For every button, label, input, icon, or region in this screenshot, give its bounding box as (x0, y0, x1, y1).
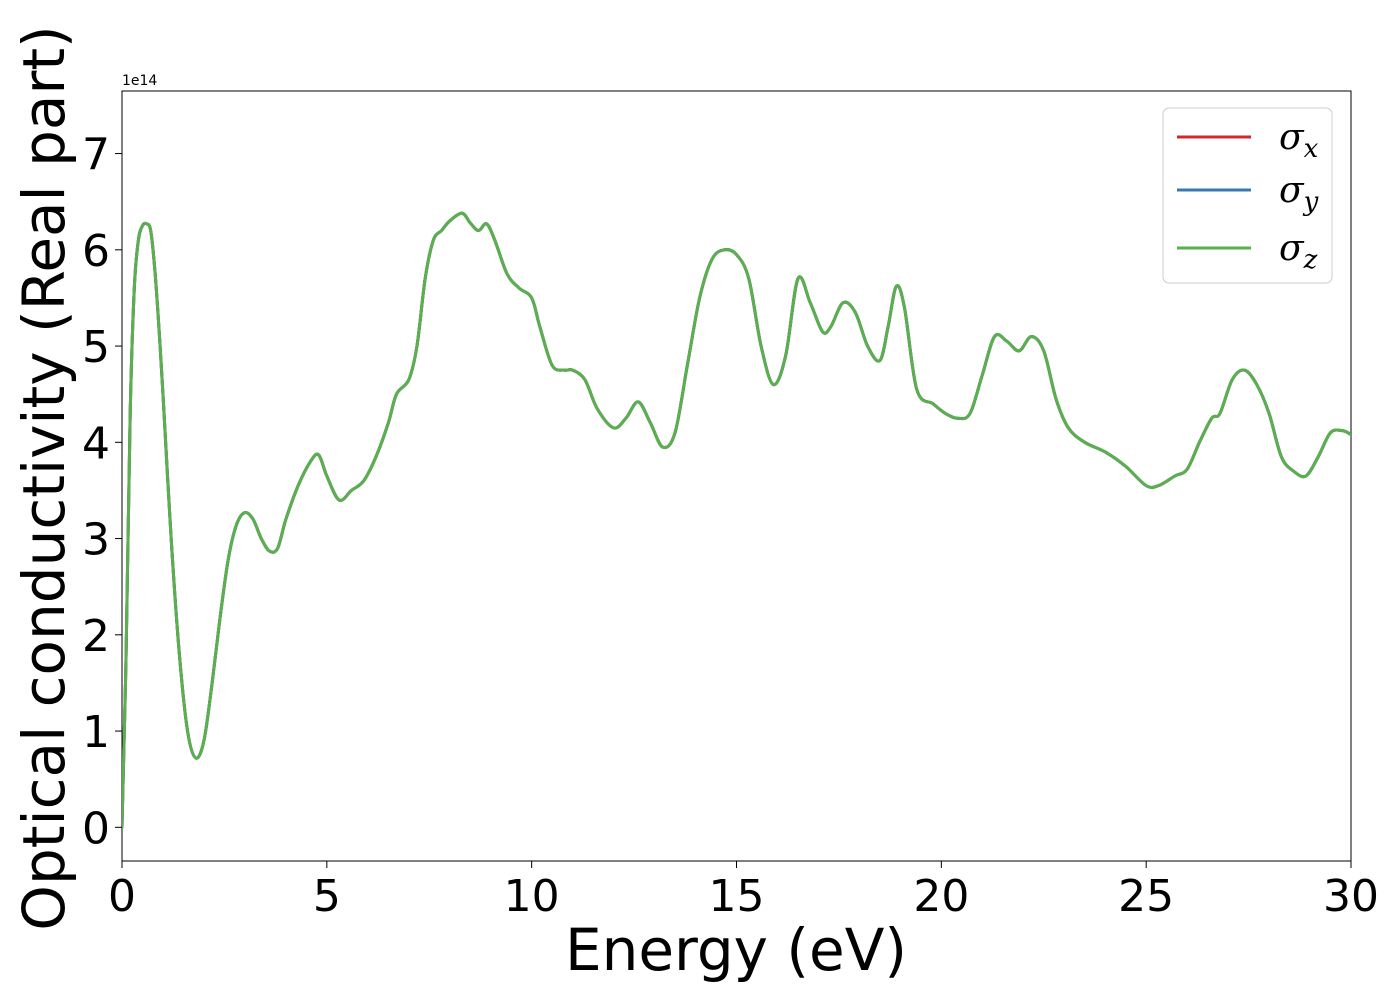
y-tick-label: 0 (82, 803, 110, 854)
x-tick-label: 20 (913, 871, 969, 922)
x-axis-label: Energy (eV) (565, 916, 907, 984)
x-tick-label: 0 (108, 871, 136, 922)
y-tick-label: 2 (82, 611, 110, 662)
series-layer (122, 211, 1351, 829)
y-axis-label: Optical conductivity (Real part) (10, 25, 78, 930)
series-line-y (122, 211, 1351, 829)
legend-symbol: σ (1279, 117, 1305, 158)
legend-symbol: σ (1279, 228, 1305, 269)
legend-label-z: σz (1279, 228, 1318, 275)
y-tick-label: 5 (82, 322, 110, 373)
y-tick-label: 7 (82, 130, 110, 181)
series-line-z (122, 211, 1351, 829)
x-tick-label: 15 (709, 871, 765, 922)
legend-subscript: x (1304, 134, 1319, 164)
y-tick-label: 4 (82, 418, 110, 469)
legend-symbol: σ (1279, 170, 1305, 211)
y-offset-label: 1e14 (122, 73, 157, 89)
legend-subscript: z (1303, 245, 1318, 275)
y-tick-label: 3 (82, 515, 110, 566)
series-line-x (122, 211, 1351, 829)
x-tick-label: 25 (1118, 871, 1174, 922)
x-tick-label: 30 (1323, 871, 1379, 922)
y-tick-label: 6 (82, 226, 110, 277)
y-tick-label: 1 (82, 707, 110, 758)
legend-label-y: σy (1279, 170, 1319, 217)
x-tick-label: 5 (313, 871, 341, 922)
y-axis: 0 1 2 3 4 5 6 7 (82, 130, 122, 854)
x-tick-label: 10 (504, 871, 560, 922)
x-axis: 0 5 10 15 20 25 30 (108, 861, 1379, 922)
legend-subscript: y (1303, 187, 1319, 217)
legend-label-x: σx (1279, 117, 1319, 164)
legend-frame (1162, 107, 1333, 284)
